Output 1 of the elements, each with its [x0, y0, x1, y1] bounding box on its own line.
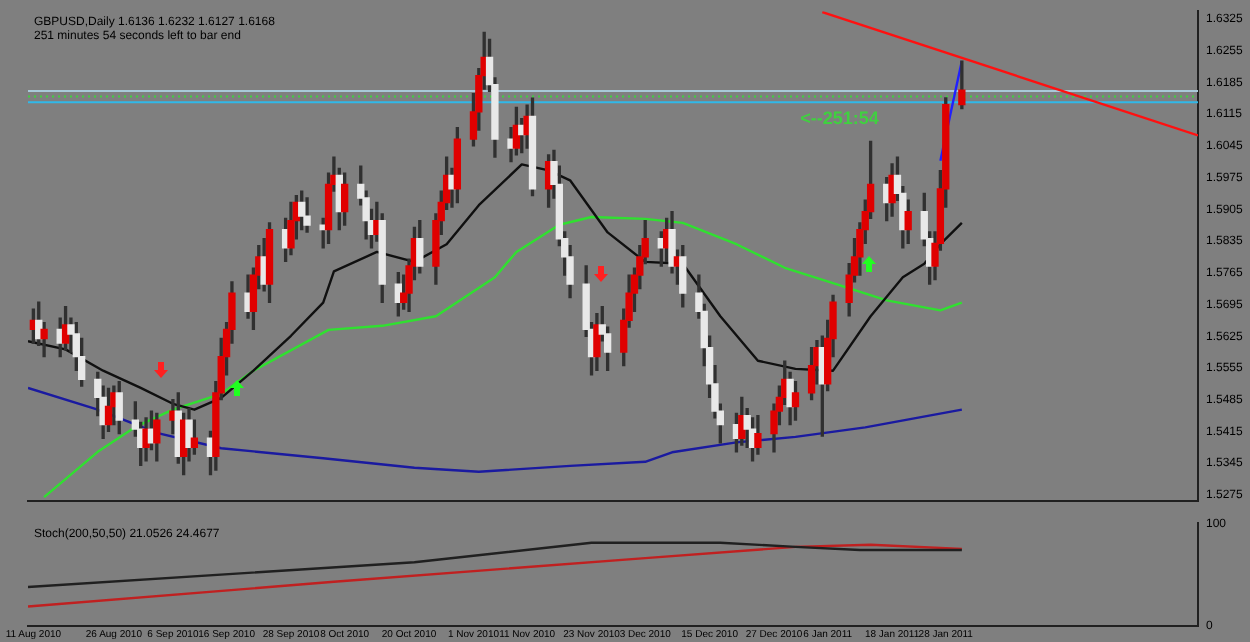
annotation: <--251:54: [800, 108, 879, 129]
